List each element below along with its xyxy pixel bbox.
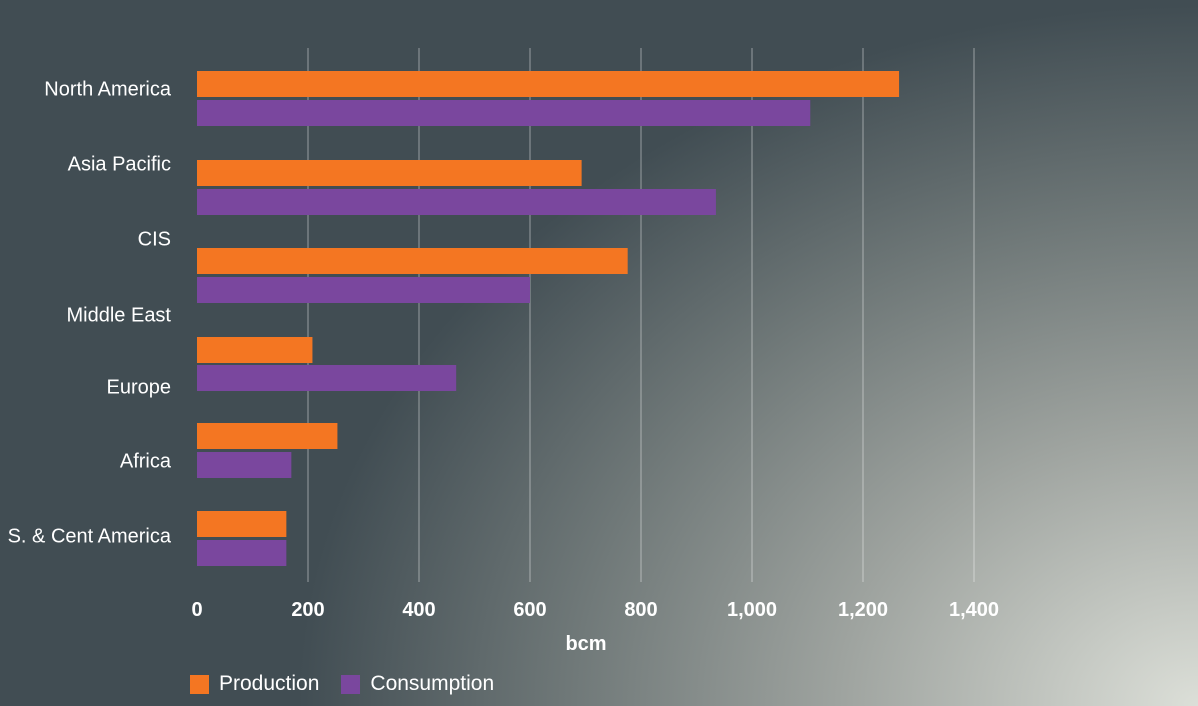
bar-production <box>197 160 582 186</box>
x-axis-ticks: 0 200 400 600 800 1,000 1,200 1,400 <box>191 599 999 621</box>
bars <box>197 71 900 566</box>
bar-consumption <box>197 277 530 303</box>
bar-production <box>197 423 338 449</box>
category-label: Asia Pacific <box>68 153 171 175</box>
x-tick-label: 200 <box>291 599 324 621</box>
x-tick-label: 1,000 <box>727 599 777 621</box>
x-tick-label: 1,200 <box>838 599 888 621</box>
x-tick-label: 0 <box>191 599 202 621</box>
category-label: CIS <box>138 228 171 250</box>
category-label: North America <box>44 78 172 100</box>
grid-lines <box>307 48 975 582</box>
category-label: Africa <box>120 450 172 472</box>
legend-item-consumption: Consumption <box>341 672 494 696</box>
bar-production <box>197 71 900 97</box>
bar-production <box>197 337 313 363</box>
x-tick-label: 400 <box>402 599 435 621</box>
bar-consumption <box>197 365 457 391</box>
bar-consumption <box>197 100 811 126</box>
legend-label-production: Production <box>219 672 320 695</box>
legend: Production Consumption <box>190 672 494 696</box>
legend-swatch-production <box>190 674 209 694</box>
category-label: Middle East <box>67 304 172 326</box>
category-label: S. & Cent America <box>8 525 172 547</box>
x-tick-label: 1,400 <box>949 599 999 621</box>
category-label: Europe <box>107 376 172 398</box>
legend-swatch-consumption <box>341 674 361 694</box>
bar-consumption <box>197 540 287 566</box>
bar-production <box>197 248 628 274</box>
x-axis-title: bcm <box>565 633 606 655</box>
bar-consumption <box>197 189 716 215</box>
legend-label-consumption: Consumption <box>370 672 495 695</box>
x-tick-label: 800 <box>624 599 657 621</box>
category-labels: North America Asia Pacific CIS Middle East E… <box>8 78 172 547</box>
bar-production <box>197 511 287 537</box>
x-tick-label: 600 <box>513 599 546 621</box>
bar-consumption <box>197 452 292 478</box>
legend-item-production: Production <box>190 672 319 696</box>
